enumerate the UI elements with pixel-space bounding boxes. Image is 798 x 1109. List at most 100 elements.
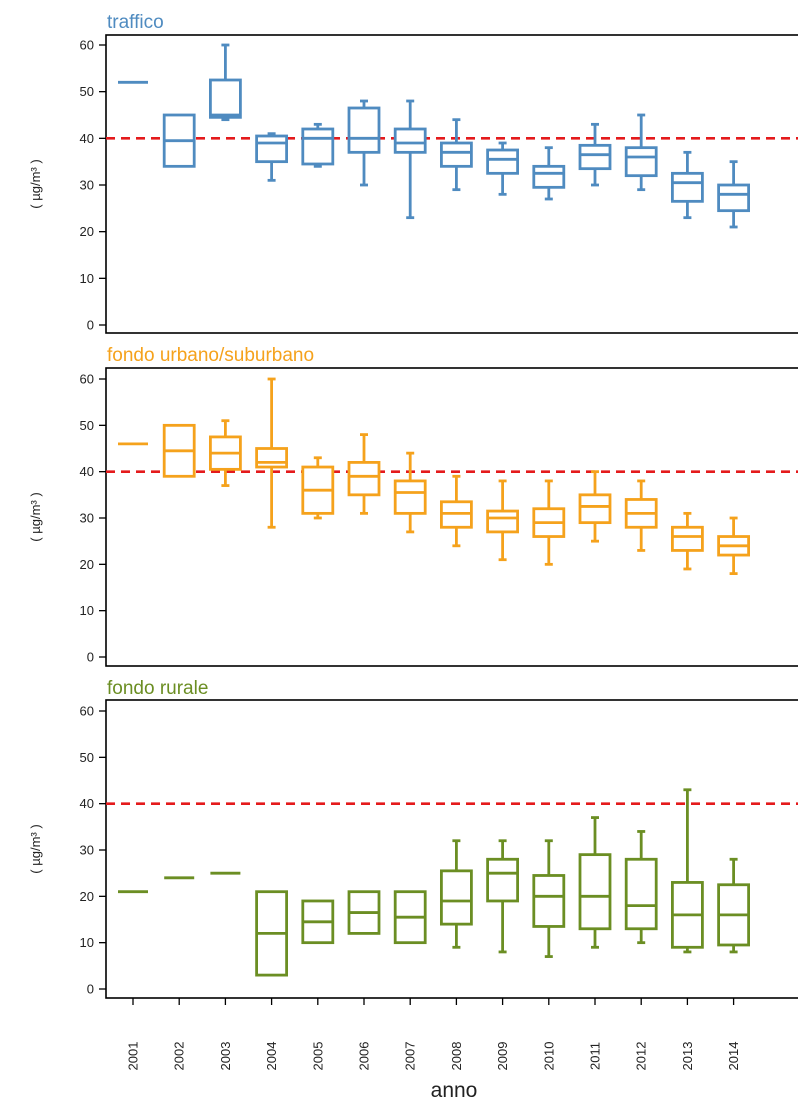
x-tick-label: 2009 bbox=[495, 1042, 510, 1071]
y-tick-label: 10 bbox=[80, 603, 94, 618]
box-2014 bbox=[717, 857, 750, 954]
box-2009 bbox=[486, 839, 520, 954]
box-body bbox=[671, 171, 704, 203]
y-tick-label: 40 bbox=[80, 796, 94, 811]
x-tick-label: 2013 bbox=[680, 1042, 695, 1071]
box-2002 bbox=[162, 113, 196, 168]
box-body bbox=[486, 148, 520, 175]
box-2010 bbox=[532, 146, 566, 201]
box-2012 bbox=[624, 830, 658, 945]
panel-title: traffico bbox=[107, 12, 164, 33]
box-2006 bbox=[347, 890, 381, 935]
box-body bbox=[578, 853, 612, 931]
y-axis-label: ( µg/m³ ) bbox=[28, 492, 43, 541]
box-2012 bbox=[624, 113, 658, 192]
box-2002 bbox=[162, 423, 196, 478]
box-2007 bbox=[393, 99, 427, 220]
box-body bbox=[624, 146, 658, 178]
y-tick-label: 0 bbox=[87, 318, 94, 333]
box-body bbox=[578, 493, 612, 525]
box-body bbox=[439, 141, 473, 168]
box-body bbox=[255, 134, 289, 164]
y-tick-label: 0 bbox=[87, 650, 94, 665]
box-body bbox=[624, 857, 658, 931]
box-body bbox=[486, 857, 520, 903]
box-2005 bbox=[301, 456, 335, 520]
box-body bbox=[532, 874, 566, 928]
x-tick-label: 2007 bbox=[403, 1042, 418, 1071]
y-axis-label: ( µg/m³ ) bbox=[28, 824, 43, 873]
box-2007 bbox=[393, 451, 427, 534]
y-tick-label: 20 bbox=[80, 557, 94, 572]
x-tick-label: 2010 bbox=[541, 1042, 556, 1071]
box-2007 bbox=[393, 890, 427, 945]
box-2003 bbox=[208, 419, 242, 487]
box-2005 bbox=[301, 899, 335, 945]
y-tick-label: 60 bbox=[80, 372, 94, 387]
x-axis-ticks: 2001 2002 2003 2004 2005 2006 2007 2008 2009 2010… bbox=[126, 998, 741, 1071]
x-tick-label: 2006 bbox=[357, 1042, 372, 1071]
box-2004 bbox=[255, 890, 289, 977]
panel-1: fondo urbano/suburbano 0 10 20 30 40 50 60 ( µg/… bbox=[28, 345, 798, 667]
y-tick-label: 20 bbox=[80, 224, 94, 239]
panel-title: fondo rurale bbox=[107, 678, 208, 699]
box-body bbox=[393, 479, 427, 515]
panel-frame bbox=[105, 34, 798, 334]
box-body bbox=[671, 525, 704, 552]
x-tick-label: 2008 bbox=[449, 1042, 464, 1071]
box-2008 bbox=[439, 118, 473, 192]
box-body bbox=[532, 164, 566, 189]
y-tick-label: 50 bbox=[80, 418, 94, 433]
y-tick-label: 10 bbox=[80, 935, 94, 950]
box-2013 bbox=[671, 788, 704, 954]
box-body bbox=[255, 447, 289, 469]
x-tick-label: 2011 bbox=[588, 1042, 603, 1070]
y-tick-label: 40 bbox=[80, 464, 94, 479]
x-tick-label: 2005 bbox=[310, 1042, 325, 1071]
box-2008 bbox=[439, 474, 473, 548]
y-tick-label: 40 bbox=[80, 131, 94, 146]
box-body bbox=[347, 460, 381, 497]
box-2008 bbox=[439, 839, 473, 949]
y-tick-label: 30 bbox=[80, 511, 94, 526]
x-tick-label: 2014 bbox=[726, 1042, 741, 1071]
box-2009 bbox=[486, 141, 520, 196]
box-2005 bbox=[301, 122, 335, 168]
box-2014 bbox=[717, 160, 750, 229]
box-2010 bbox=[532, 479, 566, 566]
y-tick-label: 0 bbox=[87, 982, 94, 997]
box-2011 bbox=[578, 470, 612, 543]
y-tick-label: 10 bbox=[80, 271, 94, 286]
x-tick-label: 2004 bbox=[264, 1042, 279, 1071]
x-tick-label: 2003 bbox=[218, 1042, 233, 1071]
box-body bbox=[301, 127, 335, 166]
box-2006 bbox=[347, 433, 381, 515]
box-2006 bbox=[347, 99, 381, 187]
box-2012 bbox=[624, 479, 658, 552]
panel-frame bbox=[105, 699, 798, 999]
x-tick-label: 2002 bbox=[172, 1042, 187, 1071]
y-tick-label: 30 bbox=[80, 843, 94, 858]
box-body bbox=[393, 127, 427, 154]
panel-title: fondo urbano/suburbano bbox=[107, 345, 314, 366]
panel-0: traffico 0 10 20 30 40 50 60 ( µg/m³ ) bbox=[28, 12, 798, 334]
box-2011 bbox=[578, 122, 612, 187]
y-axis-label: ( µg/m³ ) bbox=[28, 159, 43, 208]
box-2013 bbox=[671, 511, 704, 571]
x-tick-label: 2012 bbox=[634, 1042, 649, 1071]
box-2011 bbox=[578, 816, 612, 949]
panel-frame bbox=[105, 367, 798, 667]
box-2013 bbox=[671, 150, 704, 220]
box-body bbox=[717, 183, 750, 213]
box-2014 bbox=[717, 516, 750, 575]
y-tick-label: 50 bbox=[80, 84, 94, 99]
box-body bbox=[439, 869, 473, 926]
box-body bbox=[578, 143, 612, 171]
y-tick-label: 50 bbox=[80, 750, 94, 765]
x-tick-label: 2001 bbox=[126, 1042, 141, 1071]
box-2009 bbox=[486, 479, 520, 562]
box-2003 bbox=[208, 43, 242, 122]
y-tick-label: 60 bbox=[80, 38, 94, 53]
box-2004 bbox=[255, 132, 289, 182]
